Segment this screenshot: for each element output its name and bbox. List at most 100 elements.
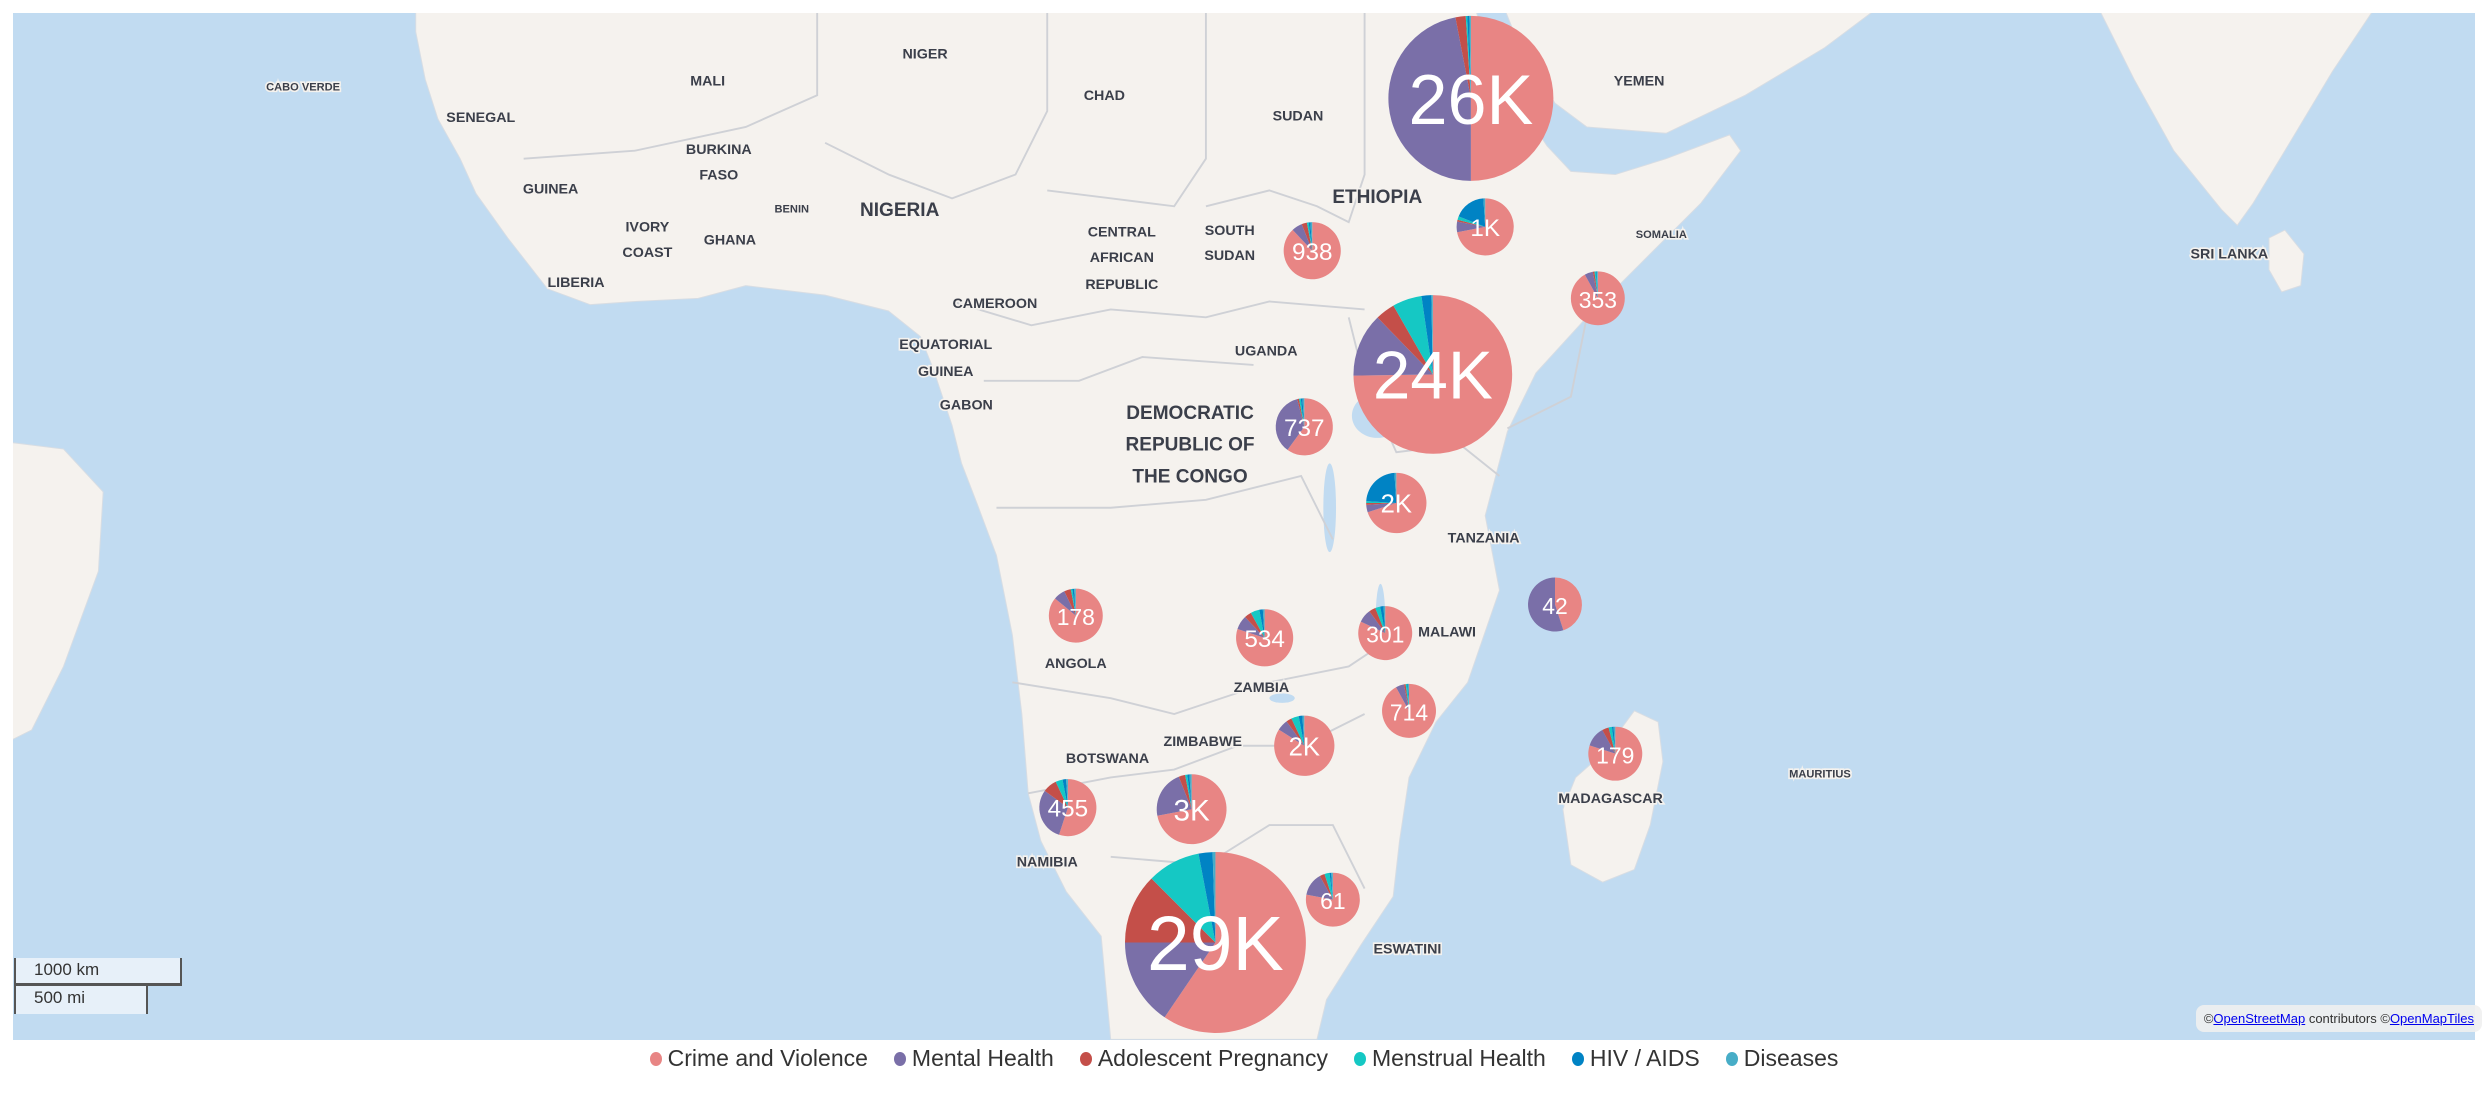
pie-slice-menstrual-health[interactable] <box>1306 222 1313 251</box>
pie-slice-crime-and-violence[interactable] <box>1287 398 1333 456</box>
pie-slice-diseases[interactable] <box>1408 683 1410 711</box>
pie-slice-menstrual-health[interactable] <box>1055 779 1068 808</box>
pie-slice-crime-and-violence[interactable] <box>1570 271 1625 326</box>
pie-marker-mozambique[interactable]: 714 <box>1382 683 1436 738</box>
pie-slice-mental-health[interactable] <box>1055 591 1076 616</box>
pie-slice-mental-health[interactable] <box>1039 790 1068 835</box>
pie-slice-menstrual-health[interactable] <box>1457 216 1486 227</box>
pie-slice-adolescent-pregnancy[interactable] <box>1369 608 1386 634</box>
pie-slice-mental-health[interactable] <box>1396 684 1410 711</box>
pie-slice-adolescent-pregnancy[interactable] <box>1455 16 1471 99</box>
pie-slice-crime-and-violence[interactable] <box>1457 198 1514 256</box>
pie-slice-adolescent-pregnancy[interactable] <box>1301 222 1313 251</box>
pie-slice-diseases[interactable] <box>1066 779 1068 808</box>
pie-slice-adolescent-pregnancy[interactable] <box>1403 684 1410 711</box>
pie-slice-crime-and-violence[interactable] <box>1283 222 1341 280</box>
pie-slice-hiv-aids[interactable] <box>1259 609 1265 638</box>
pie-slice-hiv-aids[interactable] <box>1366 472 1397 503</box>
pie-slice-mental-health[interactable] <box>1237 617 1265 638</box>
pie-slice-adolescent-pregnancy[interactable] <box>1178 774 1192 810</box>
pie-slice-crime-and-violence[interactable] <box>1470 15 1554 181</box>
pie-slice-mental-health[interactable] <box>1366 502 1397 513</box>
pie-slice-diseases[interactable] <box>1431 295 1433 375</box>
pie-slice-hiv-aids[interactable] <box>1198 852 1216 943</box>
pie-slice-crime-and-violence[interactable] <box>1367 472 1427 534</box>
pie-slice-crime-and-violence[interactable] <box>1059 779 1097 837</box>
pie-slice-hiv-aids[interactable] <box>1421 295 1433 375</box>
pie-slice-mental-health[interactable] <box>1353 317 1433 376</box>
pie-slice-menstrual-health[interactable] <box>1185 774 1192 810</box>
pie-slice-diseases[interactable] <box>1302 398 1305 427</box>
pie-slice-menstrual-health[interactable] <box>1250 609 1265 638</box>
pie-slice-mental-health[interactable] <box>1528 577 1564 632</box>
legend-item[interactable]: Mental Health <box>893 1045 1054 1072</box>
pie-slice-hiv-aids[interactable] <box>1458 198 1486 227</box>
pie-slice-crime-and-violence[interactable] <box>1353 295 1513 454</box>
pie-slice-crime-and-violence[interactable] <box>1305 872 1360 927</box>
pie-slice-crime-and-violence[interactable] <box>1554 577 1582 631</box>
pie-slice-menstrual-health[interactable] <box>1594 271 1598 299</box>
pie-marker-zimbabwe[interactable]: 2K <box>1274 715 1335 776</box>
pie-marker-comoros[interactable]: 42 <box>1528 577 1582 632</box>
pie-slice-diseases[interactable] <box>1596 271 1598 299</box>
pie-slice-menstrual-health[interactable] <box>1608 726 1616 754</box>
pie-slice-crime-and-violence[interactable] <box>1382 683 1436 738</box>
pie-marker-somalia[interactable]: 353 <box>1570 271 1625 326</box>
pie-slice-menstrual-health[interactable] <box>1291 716 1305 746</box>
pie-slice-menstrual-health[interactable] <box>1366 501 1397 503</box>
pie-slice-menstrual-health[interactable] <box>1465 15 1471 99</box>
pie-slice-mental-health[interactable] <box>1278 721 1305 746</box>
pie-slice-diseases[interactable] <box>1331 872 1333 900</box>
pie-slice-adolescent-pregnancy[interactable] <box>1064 589 1076 616</box>
pie-slice-adolescent-pregnancy[interactable] <box>1297 398 1305 427</box>
openstreetmap-link[interactable]: OpenStreetMap <box>2213 1011 2306 1026</box>
pie-slice-mental-health[interactable] <box>1275 399 1305 450</box>
legend-item[interactable]: Crime and Violence <box>649 1045 868 1072</box>
pie-slice-menstrual-health[interactable] <box>1324 872 1333 900</box>
legend-item[interactable]: Menstrual Health <box>1353 1045 1546 1072</box>
pie-slice-diseases[interactable] <box>1394 472 1397 503</box>
pie-slice-hiv-aids[interactable] <box>1300 398 1305 427</box>
pie-slice-diseases[interactable] <box>1469 15 1471 99</box>
pie-slice-adolescent-pregnancy[interactable] <box>1044 781 1068 808</box>
pie-slice-adolescent-pregnancy[interactable] <box>1286 718 1305 746</box>
pie-slice-diseases[interactable] <box>1212 852 1216 943</box>
map-canvas[interactable]: CABO VERDE MALI NIGER CHAD SUDAN YEMEN SENEGAL… <box>13 13 2475 1040</box>
pie-slice-diseases[interactable] <box>1302 715 1305 746</box>
pie-slice-adolescent-pregnancy[interactable] <box>1377 305 1433 375</box>
pie-slice-hiv-aids[interactable] <box>1329 872 1333 900</box>
pie-slice-hiv-aids[interactable] <box>1062 779 1068 808</box>
pie-marker-south-sudan[interactable]: 938 <box>1283 222 1341 280</box>
pie-marker-tanzania[interactable]: 2K <box>1366 472 1427 534</box>
pie-marker-drc-east[interactable]: 737 <box>1275 398 1333 456</box>
pie-slice-hiv-aids[interactable] <box>1596 271 1598 299</box>
pie-marker-namibia[interactable]: 455 <box>1039 779 1097 837</box>
pie-marker-ethiopia[interactable]: 26K <box>1388 15 1554 181</box>
pie-marker-kenya[interactable]: 24K <box>1353 295 1513 454</box>
pie-slice-mental-health[interactable] <box>1589 730 1616 754</box>
pie-slice-diseases[interactable] <box>1189 774 1192 810</box>
pie-slice-hiv-aids[interactable] <box>1407 683 1410 711</box>
pie-slice-menstrual-health[interactable] <box>1393 295 1433 375</box>
pie-slice-adolescent-pregnancy[interactable] <box>1245 612 1265 638</box>
legend-item[interactable]: Adolescent Pregnancy <box>1079 1045 1328 1072</box>
pie-marker-south-africa[interactable]: 29K <box>1124 852 1306 1033</box>
pie-slice-hiv-aids[interactable] <box>1187 774 1192 810</box>
pie-marker-madagascar[interactable]: 179 <box>1588 726 1643 781</box>
pie-slice-diseases[interactable] <box>1483 198 1486 227</box>
pie-marker-ethiopia-south[interactable]: 1K <box>1456 198 1514 256</box>
pie-slice-diseases[interactable] <box>1310 222 1313 251</box>
pie-slice-crime-and-violence[interactable] <box>1164 852 1306 1033</box>
pie-slice-menstrual-health[interactable] <box>1070 588 1076 616</box>
pie-slice-diseases[interactable] <box>1613 726 1616 754</box>
pie-slice-menstrual-health[interactable] <box>1405 683 1410 711</box>
pie-slice-mental-health[interactable] <box>1306 876 1333 900</box>
pie-slice-mental-health[interactable] <box>1388 17 1471 181</box>
pie-slice-menstrual-health[interactable] <box>1375 606 1386 634</box>
pie-slice-adolescent-pregnancy[interactable] <box>1602 727 1616 754</box>
pie-slice-mental-health[interactable] <box>1292 224 1313 251</box>
pie-slice-adolescent-pregnancy[interactable] <box>1319 874 1333 900</box>
pie-slice-hiv-aids[interactable] <box>1467 15 1471 99</box>
pie-slice-adolescent-pregnancy[interactable] <box>1457 219 1486 227</box>
pie-slice-menstrual-health[interactable] <box>1151 853 1216 943</box>
